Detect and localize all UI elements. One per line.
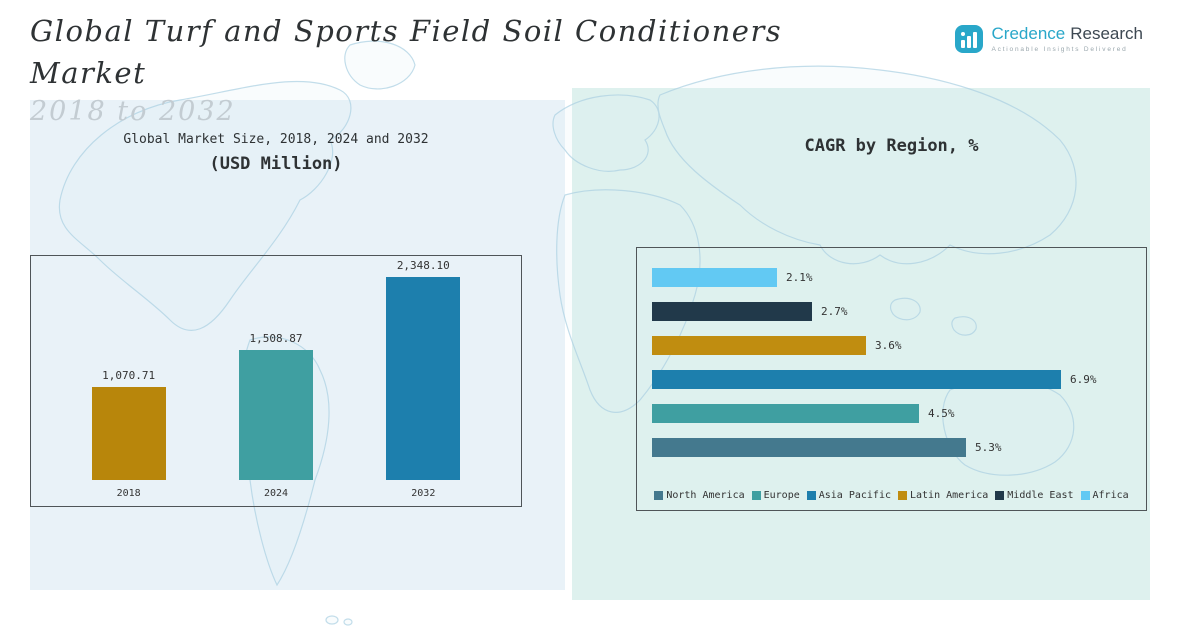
page-subtitle: 2018 to 2032 bbox=[30, 96, 236, 127]
credence-research-logo: Credence Research Actionable Insights Del… bbox=[954, 24, 1143, 54]
cagr-bar-north-america bbox=[652, 438, 966, 457]
cagr-chart-title: CAGR by Region, % bbox=[804, 136, 979, 156]
cagr-bar-africa bbox=[652, 268, 777, 287]
cagr-bar-row-north-america: 5.3% bbox=[652, 438, 1136, 457]
market-size-bars-area: 1,070.71 2018 1,508.87 2024 2,348.10 2032 bbox=[31, 256, 521, 506]
cagr-bar-row-europe: 4.5% bbox=[652, 404, 1136, 423]
logo-bar-chart-icon bbox=[954, 25, 983, 53]
cagr-bar-asia-pacific bbox=[652, 370, 1061, 389]
legend-swatch bbox=[995, 491, 1005, 500]
cagr-bar-row-latin-america: 3.6% bbox=[652, 336, 1136, 355]
legend-swatch bbox=[806, 491, 816, 500]
page-title-line1: Global Turf and Sports Field Soil Condit… bbox=[30, 14, 783, 48]
logo-brand-research: Research bbox=[1070, 24, 1143, 43]
logo-brand: Credence Research bbox=[992, 24, 1143, 44]
legend-item-africa: Africa bbox=[1080, 490, 1129, 501]
legend-label: Africa bbox=[1092, 490, 1129, 501]
market-size-bar-group-2018: 1,070.71 2018 bbox=[91, 256, 166, 506]
market-size-value-label: 2,348.10 bbox=[396, 259, 450, 272]
cagr-value-label: 5.3% bbox=[975, 441, 1002, 454]
market-size-chart-title-line1: Global Market Size, 2018, 2024 and 2032 bbox=[123, 132, 429, 147]
legend-label: Latin America bbox=[910, 490, 989, 501]
cagr-value-label: 4.5% bbox=[928, 407, 955, 420]
legend-label: Europe bbox=[763, 490, 800, 501]
market-size-chart-title-line2: (USD Million) bbox=[209, 154, 343, 174]
cagr-value-label: 2.7% bbox=[821, 305, 848, 318]
market-size-bar-group-2024: 1,508.87 2024 bbox=[238, 256, 313, 506]
cagr-bar-latin-america bbox=[652, 336, 866, 355]
page-title-line2: Market bbox=[30, 56, 147, 90]
market-size-bar-2018 bbox=[91, 387, 166, 480]
logo-text: Credence Research Actionable Insights Del… bbox=[992, 24, 1143, 53]
cagr-value-label: 6.9% bbox=[1070, 373, 1097, 386]
market-size-value-label: 1,508.87 bbox=[249, 332, 303, 345]
cagr-chart: 2.1% 2.7% 3.6% 6.9% 4.5% 5.3% North America Eu… bbox=[636, 247, 1147, 511]
legend-item-north-america: North America bbox=[654, 490, 745, 501]
market-size-chart: 1,070.71 2018 1,508.87 2024 2,348.10 2032 bbox=[30, 255, 522, 507]
cagr-bar-row-africa: 2.1% bbox=[652, 268, 1136, 287]
page-title-block: Global Turf and Sports Field Soil Condit… bbox=[30, 10, 782, 127]
logo-brand-credence: Credence bbox=[991, 24, 1066, 43]
legend-swatch bbox=[654, 491, 664, 500]
legend-item-asia-pacific: Asia Pacific bbox=[806, 490, 891, 501]
legend-swatch bbox=[1080, 491, 1090, 500]
market-size-category-label: 2018 bbox=[116, 488, 141, 499]
cagr-bar-row-asia-pacific: 6.9% bbox=[652, 370, 1136, 389]
legend-swatch bbox=[898, 491, 907, 500]
legend-label: North America bbox=[666, 490, 745, 501]
market-size-bar-group-2032: 2,348.10 2032 bbox=[386, 256, 461, 506]
cagr-value-label: 2.1% bbox=[786, 271, 813, 284]
cagr-bar-row-middle-east: 2.7% bbox=[652, 302, 1136, 321]
legend-label: Asia Pacific bbox=[818, 490, 891, 501]
legend-item-europe: Europe bbox=[751, 490, 800, 501]
cagr-value-label: 3.6% bbox=[875, 339, 902, 352]
legend-label: Middle East bbox=[1007, 490, 1074, 501]
market-size-bar-2032 bbox=[386, 277, 461, 480]
cagr-bars-area: 2.1% 2.7% 3.6% 6.9% 4.5% 5.3% bbox=[652, 268, 1136, 457]
legend-swatch bbox=[751, 491, 761, 500]
cagr-bar-middle-east bbox=[652, 302, 812, 321]
logo-tagline: Actionable Insights Delivered bbox=[991, 46, 1128, 53]
market-size-category-label: 2032 bbox=[411, 488, 436, 499]
market-size-value-label: 1,070.71 bbox=[102, 369, 156, 382]
market-size-chart-title: Global Market Size, 2018, 2024 and 2032 … bbox=[30, 132, 522, 174]
cagr-bar-europe bbox=[652, 404, 919, 423]
cagr-legend: North America Europe Asia Pacific Latin Ame… bbox=[637, 490, 1146, 501]
legend-item-middle-east: Middle East bbox=[995, 490, 1074, 501]
market-size-category-label: 2024 bbox=[263, 488, 289, 499]
legend-item-latin-america: Latin America bbox=[898, 490, 988, 501]
market-size-bar-2024 bbox=[238, 350, 313, 480]
